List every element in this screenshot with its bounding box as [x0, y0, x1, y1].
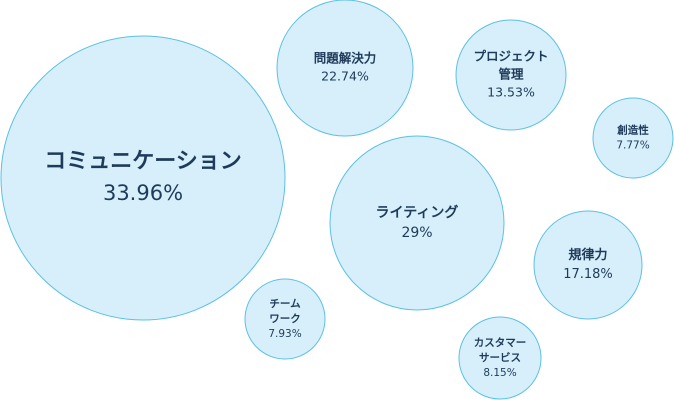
bubble-circle — [458, 316, 542, 400]
bubble-value-label: 17.18% — [563, 267, 613, 282]
bubble-value-label: 7.77% — [616, 140, 649, 152]
bubble-label: チームワーク — [269, 298, 301, 325]
bubble-value-label: 8.15% — [483, 367, 516, 379]
bubble-label: コミュニケーション — [44, 149, 242, 174]
bubble-label: ライティング — [376, 204, 459, 221]
bubble-circle — [329, 135, 505, 311]
bubble: 規律力 17.18% — [533, 210, 643, 320]
bubble-circle — [276, 0, 414, 137]
bubble: 問題解決力 22.74% — [276, 0, 414, 137]
bubble-value-label: 33.96% — [103, 181, 183, 205]
bubble-label: 創造性 — [616, 123, 649, 136]
bubble-value-label: 22.74% — [321, 69, 369, 84]
bubble-circle — [0, 35, 286, 321]
bubble-label: カスタマーサービス — [474, 337, 527, 364]
bubble-value-label: 7.93% — [268, 328, 301, 340]
bubble-circle — [592, 97, 674, 179]
bubble-label: 規律力 — [568, 247, 607, 263]
bubble-circle — [533, 210, 643, 320]
bubble: プロジェクト管理 13.53% — [455, 19, 567, 131]
bubble: 創造性 7.77% — [592, 97, 674, 179]
bubble: ライティング 29% — [329, 135, 505, 311]
bubble-circle — [455, 19, 567, 131]
bubble: チームワーク 7.93% — [244, 278, 326, 360]
bubble-label: 問題解決力 — [314, 50, 377, 65]
bubble-circle — [244, 278, 326, 360]
bubble: コミュニケーション 33.96% — [0, 35, 286, 321]
bubble-value-label: 13.53% — [487, 85, 535, 100]
bubble: カスタマーサービス 8.15% — [458, 316, 542, 400]
bubble-label: プロジェクト管理 — [473, 48, 548, 81]
bubble-value-label: 29% — [401, 225, 432, 241]
